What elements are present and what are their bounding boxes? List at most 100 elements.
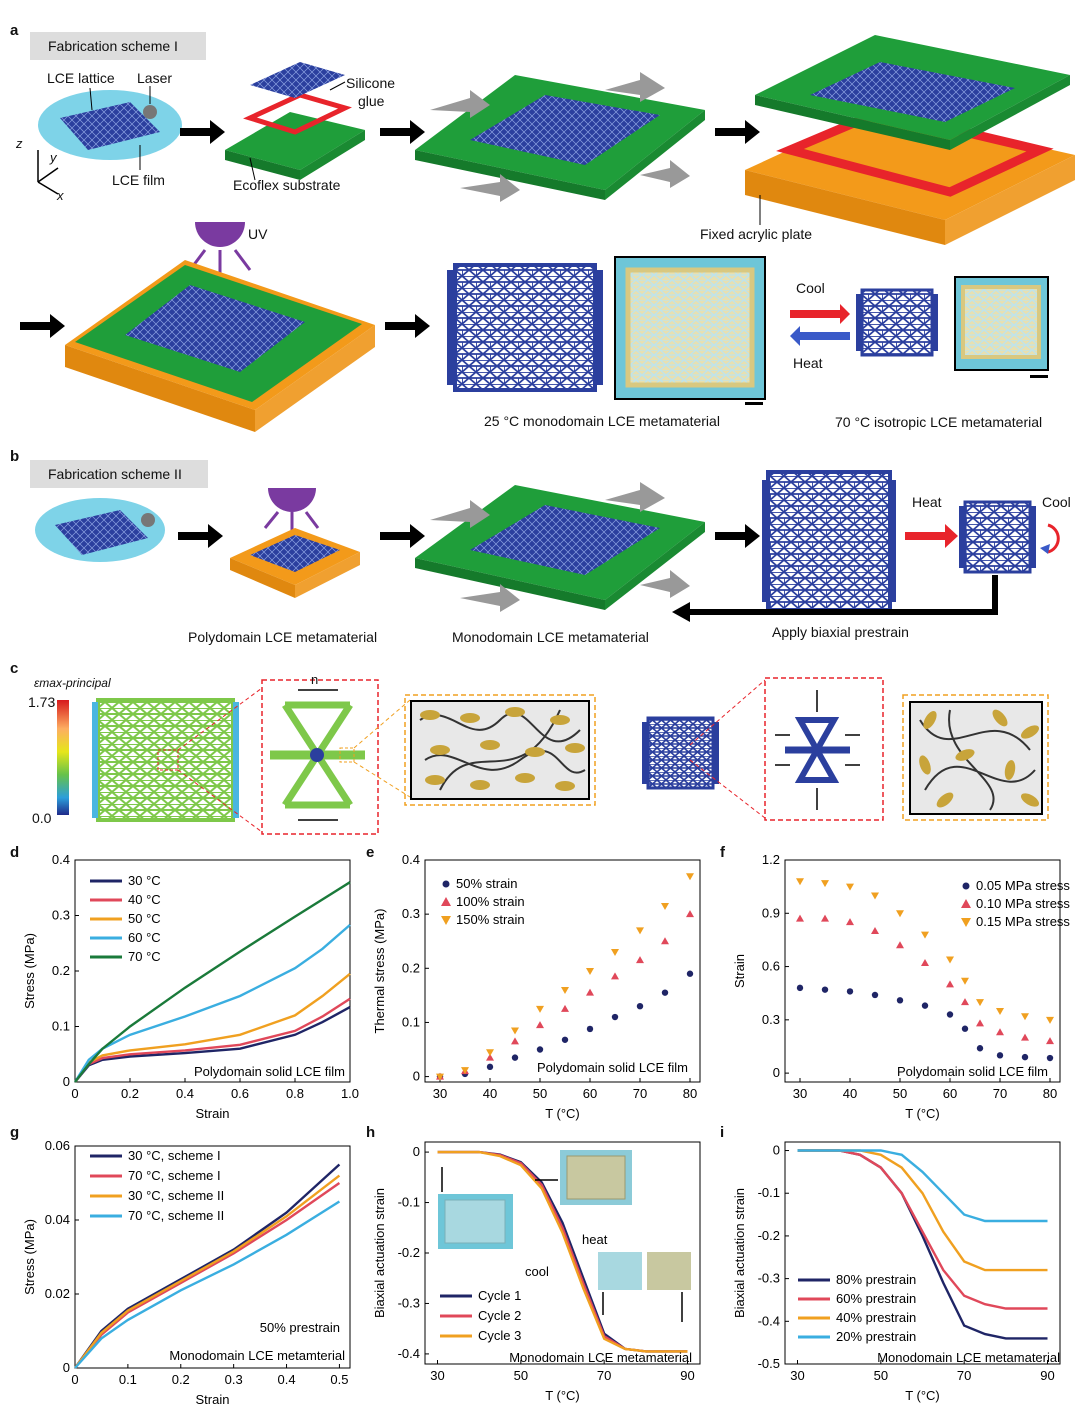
uv-label: UV (248, 226, 268, 242)
data-point (796, 878, 804, 886)
data-point (821, 914, 829, 922)
legend-label: 30 °C (128, 873, 161, 888)
x-tick-label: 80 (1043, 1086, 1057, 1101)
panel-b-diagram (35, 470, 1060, 622)
data-point (536, 1046, 544, 1053)
data-point (586, 1025, 594, 1033)
series-line-1 (74, 997, 351, 1083)
chart-f: 30 40 50 60 70 80 0 0.3 0.6 0.9 1.2 T (°C) Strain 0.0… (732, 852, 1070, 1121)
axis-z: z (16, 136, 23, 151)
data-point (661, 937, 669, 945)
plot-frame (424, 859, 701, 1083)
lce-film-label: LCE film (112, 172, 165, 188)
y-tick-label: -0.2 (398, 1245, 420, 1260)
data-point (921, 931, 929, 939)
data-point (996, 1052, 1004, 1059)
series-line-1 (797, 1149, 1048, 1310)
inset-lattice-hot (566, 1155, 626, 1200)
legend-label: 150% strain (456, 912, 525, 927)
x-tick-label: 50 (874, 1368, 888, 1383)
data-point (586, 968, 594, 975)
legend-label: 30 °C, scheme II (128, 1188, 224, 1203)
legend-label: 70 °C, scheme II (128, 1208, 224, 1223)
legend-label: Cycle 1 (478, 1288, 521, 1303)
data-point (996, 1028, 1004, 1036)
x-tick-label: 60 (583, 1086, 597, 1101)
x-tick-label: 70 (957, 1368, 971, 1383)
data-point (921, 1002, 929, 1009)
x-tick-label: 90 (1040, 1368, 1054, 1383)
data-point (586, 988, 594, 996)
y-tick-label: 0 (773, 1065, 780, 1080)
x-tick-label: 70 (993, 1086, 1007, 1101)
plot-frame (784, 859, 1061, 1083)
data-point (561, 1036, 569, 1043)
panel-label-b: b (10, 448, 20, 465)
legend-swatch (441, 916, 451, 925)
legend-label: 100% strain (456, 894, 525, 909)
legend-label: 20% prestrain (836, 1329, 916, 1344)
plot-frame (74, 1145, 351, 1369)
panel-label-c: c (10, 660, 19, 677)
data-point (561, 1004, 569, 1012)
data-point (661, 903, 669, 911)
data-point (486, 1053, 494, 1061)
y-axis-label: Biaxial actuation strain (732, 1188, 747, 1318)
series-line-3 (797, 1149, 1048, 1223)
caption-iso: 70 °C isotropic LCE metamaterial (835, 414, 1043, 430)
x-axis-label: T (°C) (545, 1388, 580, 1403)
data-point (996, 1007, 1004, 1015)
chart-g: 0 0.1 0.2 0.3 0.4 0.5 0 0.02 0.04 0.06 Strain Stres… (22, 1138, 351, 1404)
y-tick-label: -0.1 (398, 1195, 420, 1210)
panel-label-g: g (10, 1124, 20, 1141)
data-point (796, 984, 804, 992)
legend-label: 50 °C (128, 911, 161, 926)
y-axis-label: Biaxial actuation strain (372, 1188, 387, 1318)
chart-annotation: Polydomain solid LCE film (897, 1064, 1048, 1079)
data-point (896, 910, 904, 918)
data-point (636, 956, 644, 964)
y-tick-label: 0.3 (762, 1012, 780, 1027)
cool-label-b: Cool (1042, 494, 1071, 510)
y-axis-label: Stress (MPa) (22, 1219, 37, 1295)
x-tick-label: 40 (843, 1086, 857, 1101)
x-tick-label: 0.1 (119, 1372, 137, 1387)
data-point (846, 883, 854, 891)
x-tick-label: 30 (793, 1086, 807, 1101)
legend-label: 0.10 MPa stress (976, 896, 1070, 911)
x-axis-label: T (°C) (905, 1106, 940, 1121)
heat-annotation: heat (582, 1232, 608, 1247)
axis-x: x (57, 188, 64, 203)
data-point (636, 927, 644, 935)
data-point (871, 892, 879, 900)
y-tick-label: 0.1 (402, 1014, 420, 1029)
data-point (1021, 1033, 1029, 1041)
series-line-2 (797, 1149, 1048, 1272)
y-axis-label: Stress (MPa) (22, 933, 37, 1009)
series-line-2 (74, 1174, 341, 1369)
n-label: n (311, 672, 319, 687)
y-tick-label: 0 (63, 1360, 70, 1375)
data-point (636, 1002, 644, 1010)
heat-label-b: Heat (912, 494, 942, 510)
data-point (461, 1067, 469, 1075)
x-tick-label: 90 (680, 1368, 694, 1383)
y-axis-label: Thermal stress (MPa) (372, 909, 387, 1034)
data-point (511, 1027, 519, 1035)
chart-annotation: Monodomain LCE metamterial (169, 1348, 345, 1363)
chart-d: 0 0.2 0.4 0.6 0.8 1.000.10.20.30.4StrainStres… (22, 852, 359, 1121)
cool-label-a: Cool (796, 280, 825, 296)
x-tick-label: 0.2 (172, 1372, 190, 1387)
legend-label: 60% prestrain (836, 1291, 916, 1306)
x-tick-label: 0 (71, 1086, 78, 1101)
y-tick-label: 0 (773, 1143, 780, 1158)
y-tick-label: -0.4 (398, 1346, 420, 1361)
data-point (561, 986, 569, 994)
y-tick-label: 0.4 (402, 852, 420, 867)
data-point (611, 972, 619, 980)
acrylic-label: Fixed acrylic plate (700, 226, 813, 242)
x-axis-label: Strain (196, 1106, 230, 1121)
chart-e: 30 40 50 60 70 80 0 0.1 0.2 0.3 0.4 T (°C) Thermal s… (372, 852, 701, 1121)
legend-label: 40 °C (128, 892, 161, 907)
y-tick-label: 0.4 (52, 852, 70, 867)
